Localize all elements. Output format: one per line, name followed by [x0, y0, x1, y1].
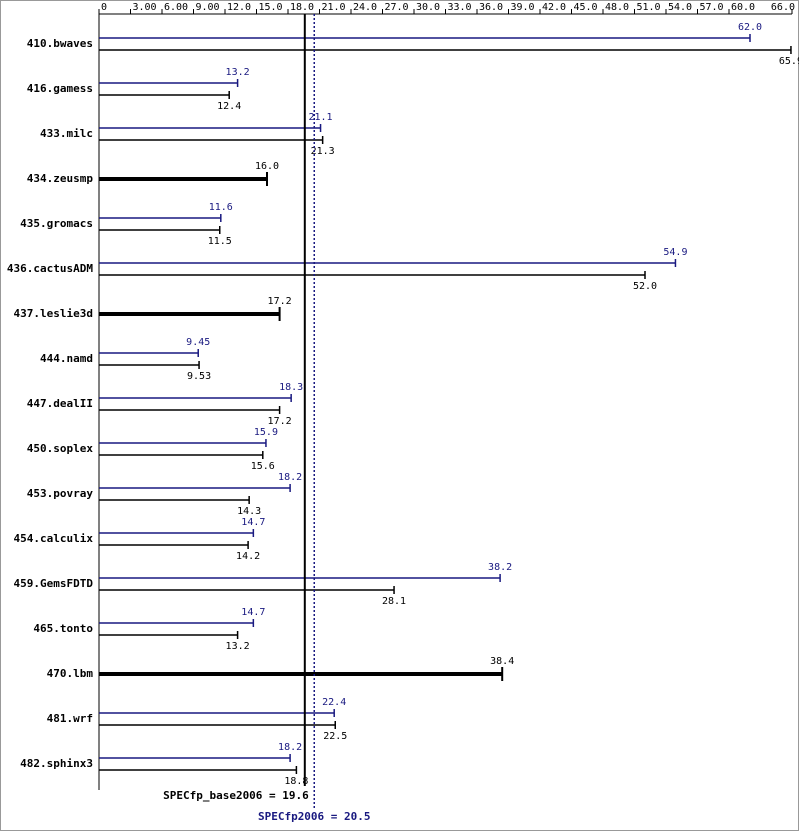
value-label: 18.8	[284, 776, 308, 787]
value-label: 13.2	[226, 67, 250, 78]
x-tick-label: 51.0	[637, 2, 661, 13]
category-label: 482.sphinx3	[20, 757, 93, 770]
category-label: 459.GemsFDTD	[14, 577, 94, 590]
category-label: 416.gamess	[27, 82, 93, 95]
value-label: 17.2	[268, 416, 292, 427]
category-label: 453.povray	[27, 487, 94, 500]
value-label: 17.2	[268, 296, 292, 307]
category-label: 481.wrf	[47, 712, 93, 725]
value-label: 14.7	[241, 517, 265, 528]
value-label: 14.3	[237, 506, 261, 517]
x-tick-label: 21.0	[322, 2, 346, 13]
value-label: 21.3	[311, 146, 335, 157]
x-tick-label: 0	[101, 2, 107, 13]
x-tick-label: 36.0	[479, 2, 503, 13]
x-tick-label: 60.0	[731, 2, 755, 13]
value-label: 11.6	[209, 202, 233, 213]
x-tick-label: 66.0	[771, 2, 795, 13]
category-label: 465.tonto	[33, 622, 93, 635]
value-label: 38.2	[488, 562, 512, 573]
value-label: 54.9	[663, 247, 687, 258]
value-label: 11.5	[208, 236, 232, 247]
reference-label: SPECfp_base2006 = 19.6	[163, 789, 309, 802]
x-tick-label: 6.00	[164, 2, 188, 13]
value-label: 12.4	[217, 101, 241, 112]
category-label: 436.cactusADM	[7, 262, 93, 275]
value-label: 14.7	[241, 607, 265, 618]
x-tick-label: 57.0	[700, 2, 724, 13]
category-label: 444.namd	[40, 352, 93, 365]
x-tick-label: 18.0	[290, 2, 314, 13]
value-label: 15.6	[251, 461, 275, 472]
x-tick-label: 12.0	[227, 2, 251, 13]
x-tick-label: 3.00	[133, 2, 157, 13]
category-label: 470.lbm	[47, 667, 94, 680]
value-label: 9.53	[187, 371, 211, 382]
value-label: 14.2	[236, 551, 260, 562]
category-label: 435.gromacs	[20, 217, 93, 230]
category-label: 447.dealII	[27, 397, 93, 410]
value-label: 18.2	[278, 472, 302, 483]
x-tick-label: 48.0	[605, 2, 629, 13]
x-tick-label: 54.0	[668, 2, 692, 13]
category-label: 454.calculix	[14, 532, 94, 545]
category-label: 433.milc	[40, 127, 93, 140]
x-tick-label: 39.0	[511, 2, 535, 13]
value-label: 15.9	[254, 427, 278, 438]
value-label: 38.4	[490, 656, 514, 667]
value-label: 22.4	[322, 697, 346, 708]
value-label: 65.9	[779, 56, 799, 67]
x-tick-label: 15.0	[259, 2, 283, 13]
x-tick-label: 9.00	[196, 2, 220, 13]
x-tick-label: 30.0	[416, 2, 440, 13]
category-label: 450.soplex	[27, 442, 94, 455]
reference-label: SPECfp2006 = 20.5	[258, 810, 371, 823]
category-label: 434.zeusmp	[27, 172, 94, 185]
value-label: 18.2	[278, 742, 302, 753]
x-tick-label: 45.0	[574, 2, 598, 13]
x-tick-label: 27.0	[385, 2, 409, 13]
value-label: 52.0	[633, 281, 657, 292]
value-label: 13.2	[226, 641, 250, 652]
value-label: 18.3	[279, 382, 303, 393]
value-label: 62.0	[738, 22, 762, 33]
category-label: 410.bwaves	[27, 37, 93, 50]
value-label: 9.45	[186, 337, 210, 348]
value-label: 28.1	[382, 596, 406, 607]
category-label: 437.leslie3d	[14, 307, 93, 320]
x-tick-label: 33.0	[448, 2, 472, 13]
x-tick-label: 42.0	[542, 2, 566, 13]
value-label: 16.0	[255, 161, 279, 172]
value-label: 21.1	[309, 112, 333, 123]
value-label: 22.5	[323, 731, 347, 742]
x-tick-label: 24.0	[353, 2, 377, 13]
